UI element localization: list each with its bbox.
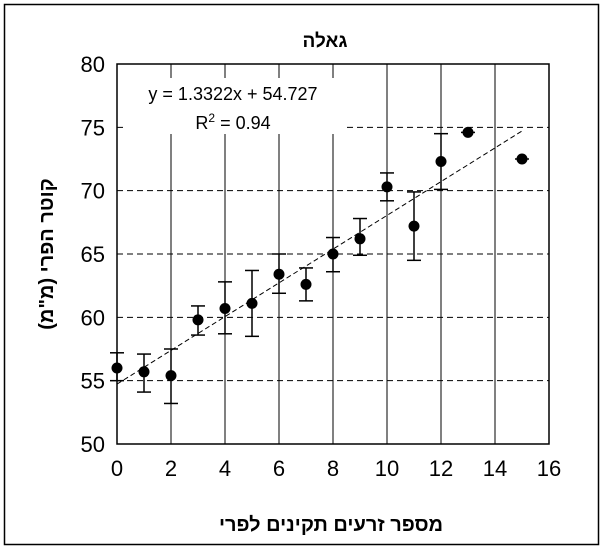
data-points xyxy=(111,126,528,382)
y-tick-label: 75 xyxy=(81,115,105,140)
data-point xyxy=(516,153,528,165)
y-tick-label: 60 xyxy=(81,305,105,330)
equation-box xyxy=(123,78,343,134)
x-tick-label: 16 xyxy=(537,456,561,481)
plot-area xyxy=(116,63,550,445)
data-point xyxy=(300,278,312,290)
r-squared: R2 = 0.94 xyxy=(195,111,270,133)
data-point xyxy=(462,126,474,138)
y-tick-label: 65 xyxy=(81,242,105,267)
data-point xyxy=(327,248,339,260)
r-squared-superscript: 2 xyxy=(208,111,215,125)
data-point xyxy=(273,268,285,280)
y-axis-title: קוטר הפרי (מ"מ) xyxy=(36,178,58,329)
data-point xyxy=(111,362,123,374)
data-point xyxy=(354,233,366,245)
data-point xyxy=(435,156,447,168)
data-point xyxy=(408,220,420,232)
r-squared-prefix: R xyxy=(195,113,208,133)
y-tick-label: 80 xyxy=(81,52,105,77)
data-point xyxy=(138,366,150,378)
x-tick-label: 6 xyxy=(273,456,285,481)
x-tick-label: 14 xyxy=(483,456,507,481)
chart-title: גאלה xyxy=(302,31,347,52)
data-point xyxy=(192,314,204,326)
x-tick-label: 4 xyxy=(219,456,231,481)
x-axis-title: מספר זרעים תקינים לפרי xyxy=(219,514,443,536)
x-tick-label: 10 xyxy=(375,456,399,481)
data-point xyxy=(246,297,258,309)
data-point xyxy=(165,370,177,382)
x-tick-label: 8 xyxy=(327,456,339,481)
x-tick-label: 0 xyxy=(111,456,123,481)
data-point xyxy=(219,302,231,314)
y-tick-label: 70 xyxy=(81,179,105,204)
data-point xyxy=(381,181,393,193)
r-squared-value: = 0.94 xyxy=(215,113,271,133)
y-axis-ticks: 50 55 60 65 70 75 80 xyxy=(81,52,105,457)
x-tick-label: 2 xyxy=(165,456,177,481)
y-tick-label: 50 xyxy=(81,432,105,457)
trendline-equation: y = 1.3322x + 54.727 xyxy=(148,84,317,104)
x-axis-ticks: 0 2 4 6 8 10 12 14 16 xyxy=(111,456,561,481)
x-tick-label: 12 xyxy=(429,456,453,481)
y-tick-label: 55 xyxy=(81,369,105,394)
